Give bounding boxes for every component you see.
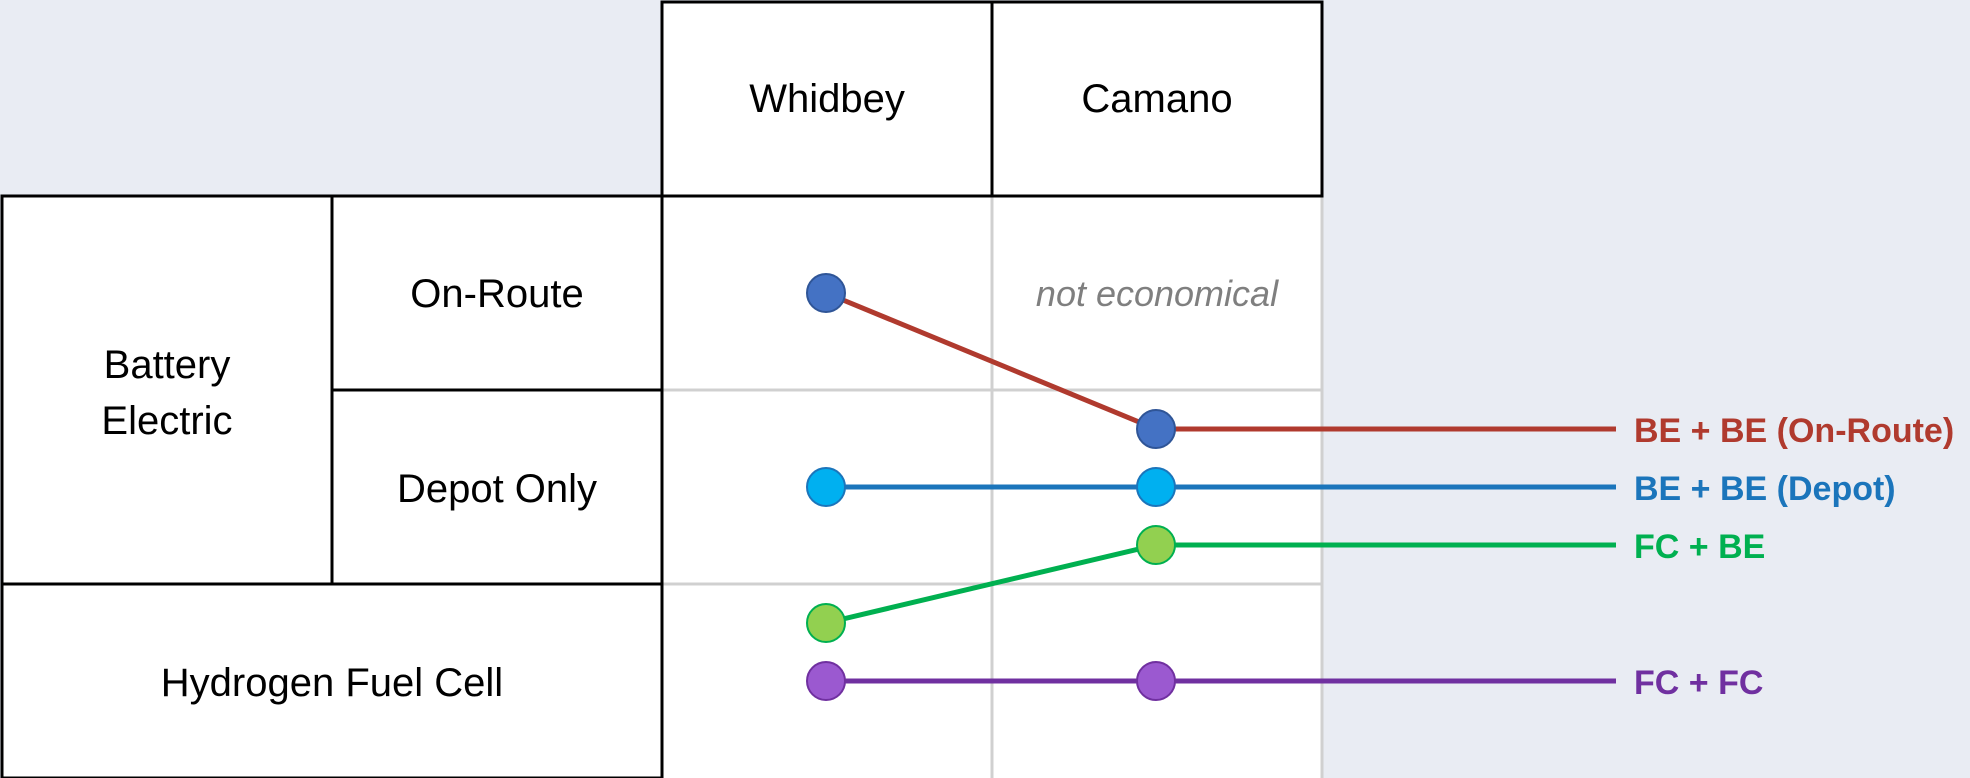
row-group-cell-hydrogen [0,582,664,778]
not-economical-note: not economical [1036,273,1279,314]
series-label-be-be-onroute: BE + BE (On-Route) [1634,412,1954,450]
header-cell-whidbey [660,0,994,198]
series-labels: BE + BE (On-Route) BE + BE (Depot) FC + … [1634,412,1954,702]
series-label-be-be-depot: BE + BE (Depot) [1634,470,1896,508]
header-cell-camano [990,0,1324,198]
series-label-fc-fc: FC + FC [1634,664,1763,702]
dot-fc-fc-camano [1136,661,1176,701]
subrow-cell-on-route [330,194,664,392]
series-line-be-be-onroute-connector [825,290,1157,432]
dot-be-be-depot-whidbey [806,467,846,507]
series-label-fc-be: FC + BE [1634,528,1765,566]
series-line-fc-be-connector [825,542,1157,626]
series-dots [806,273,1176,701]
subrow-label-on-route: On-Route [410,272,583,316]
row-headers: Battery Electric On-Route Depot Only Hyd… [0,194,664,778]
subrow-cell-depot-only [330,388,664,586]
dot-be-be-onroute-camano [1136,409,1176,449]
column-headers: Whidbey Camano [660,0,1324,198]
dot-fc-fc-whidbey [806,661,846,701]
row-label-hydrogen-fuel-cell: Hydrogen Fuel Cell [161,661,503,705]
dot-be-be-depot-camano [1136,467,1176,507]
column-header-camano: Camano [1081,77,1232,121]
subrow-label-depot-only: Depot Only [397,467,597,511]
row-label-battery: Battery [104,343,231,387]
row-group-cell-battery-electric [0,194,334,586]
series-lines [825,290,1616,684]
dot-fc-be-whidbey [806,603,846,643]
dot-be-be-onroute-whidbey [806,273,846,313]
column-header-whidbey: Whidbey [749,77,905,121]
dot-fc-be-camano [1136,525,1176,565]
row-label-electric: Electric [101,399,232,443]
